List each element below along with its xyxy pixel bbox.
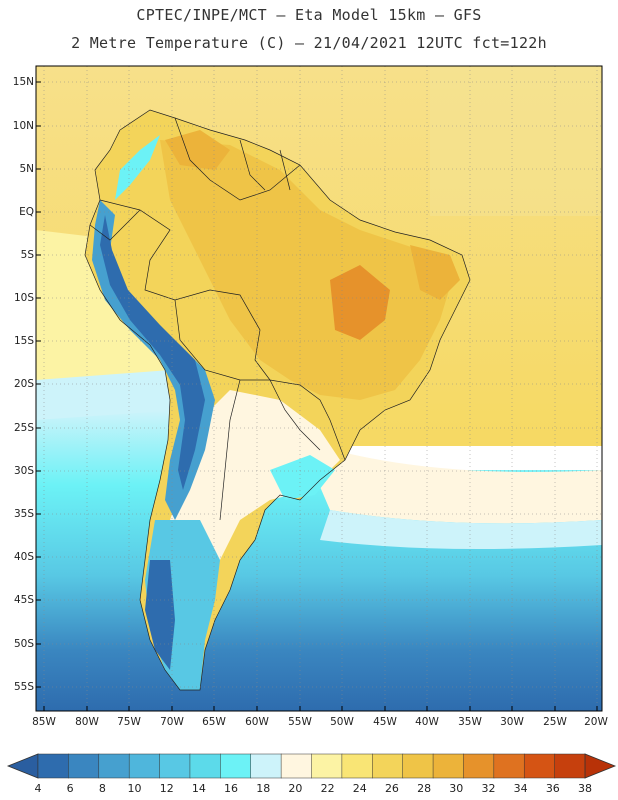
plot-frame: [35, 65, 603, 712]
lat-label: 15S: [13, 335, 34, 347]
colorbar-segment: [128, 753, 161, 779]
lat-label: 40S: [13, 551, 34, 563]
colorbar-segment: [493, 753, 525, 779]
colorbar-segment: [189, 753, 221, 779]
lat-label: 5S: [20, 249, 34, 261]
lon-label: 85W: [32, 716, 56, 728]
lon-label: 80W: [75, 716, 99, 728]
lon-label: 70W: [160, 716, 184, 728]
colorbar-segment: [402, 753, 434, 779]
uruguay-cool: [270, 455, 335, 500]
colorbar-label: 14: [191, 782, 206, 795]
colorbar-segment: [98, 753, 130, 779]
colorbar-label: 38: [578, 782, 592, 795]
map-title: CPTEC/INPE/MCT – Eta Model 15km – GFS: [136, 6, 482, 24]
colorbar-segment: [220, 753, 252, 779]
colorbar-segment: [159, 753, 191, 779]
lon-label: 45W: [373, 716, 397, 728]
lon-label: 30W: [500, 716, 524, 728]
lon-label: 25W: [543, 716, 567, 728]
lon-label: 20W: [584, 716, 608, 728]
colorbar-label: 30: [449, 782, 464, 795]
colorbar-over-arrow: [584, 753, 617, 779]
lon-label: 75W: [117, 716, 141, 728]
colorbar-label: 8: [98, 782, 106, 795]
colorbar-segments: [37, 753, 586, 779]
colorbar-segment: [280, 753, 313, 779]
hot-zone-north: [165, 130, 230, 170]
colorbar-segment: [523, 753, 556, 779]
atlantic-light-band: [320, 510, 602, 549]
colorbar-label: 24: [352, 782, 367, 795]
colorbar-label: 4: [34, 782, 42, 795]
colorbar-label: 12: [159, 782, 174, 795]
colorbar-label: 10: [127, 782, 142, 795]
lat-label: 15N: [12, 76, 34, 88]
colorbar-segment: [432, 753, 464, 779]
lon-label: 60W: [245, 716, 269, 728]
colorbar-label: 18: [256, 782, 271, 795]
andes-core: [100, 215, 205, 490]
colorbar-segment: [463, 753, 495, 779]
map-subtitle: 2 Metre Temperature (C) – 21/04/2021 12U…: [71, 34, 547, 52]
lon-label: 55W: [288, 716, 312, 728]
lat-label: 45S: [13, 594, 34, 606]
colorbar-label: 22: [320, 782, 335, 795]
axis-ticks: [36, 81, 598, 711]
hot-zone-northeast: [410, 245, 460, 300]
colorbar-segment: [341, 753, 373, 779]
colorbar-under-arrow: [6, 753, 39, 779]
colorbar-label: 26: [384, 782, 399, 795]
colorbar-segment: [68, 753, 100, 779]
lat-label: EQ: [19, 206, 34, 218]
lat-label: 55S: [13, 681, 34, 693]
lat-label: 50S: [13, 638, 34, 650]
lat-label: 5N: [19, 163, 34, 175]
lon-label: 50W: [330, 716, 354, 728]
atlantic-pale-band: [300, 440, 602, 524]
lat-label: 10N: [12, 120, 34, 132]
lat-label: 35S: [13, 508, 34, 520]
lat-label: 25S: [13, 422, 34, 434]
ocean-warm-band: [430, 66, 602, 216]
lat-label: 10S: [13, 292, 34, 304]
colorbar-label: 20: [288, 782, 303, 795]
andes-north: [115, 135, 160, 200]
colorbar-label: 28: [417, 782, 432, 795]
lon-label: 35W: [458, 716, 482, 728]
colorbar-label: 6: [66, 782, 74, 795]
warm-interior: [160, 140, 455, 400]
colorbar-label: 34: [513, 782, 528, 795]
colorbar-segment: [37, 753, 69, 779]
colorbar-label: 16: [224, 782, 239, 795]
lat-label: 20S: [13, 378, 34, 390]
lon-label: 65W: [202, 716, 226, 728]
country-borders: [84, 109, 471, 691]
colorbar-segment: [311, 753, 343, 779]
colorbar-segment: [372, 753, 404, 779]
colorbar-segment: [554, 753, 586, 779]
colorbar-label: 32: [481, 782, 496, 795]
lon-label: 40W: [415, 716, 439, 728]
colorbar-segment: [250, 753, 282, 779]
lat-label: 30S: [13, 465, 34, 477]
colorbar-label: 36: [545, 782, 560, 795]
hot-zone: [330, 265, 390, 340]
patagonia-cold: [145, 560, 175, 670]
plot-area: [36, 66, 602, 711]
